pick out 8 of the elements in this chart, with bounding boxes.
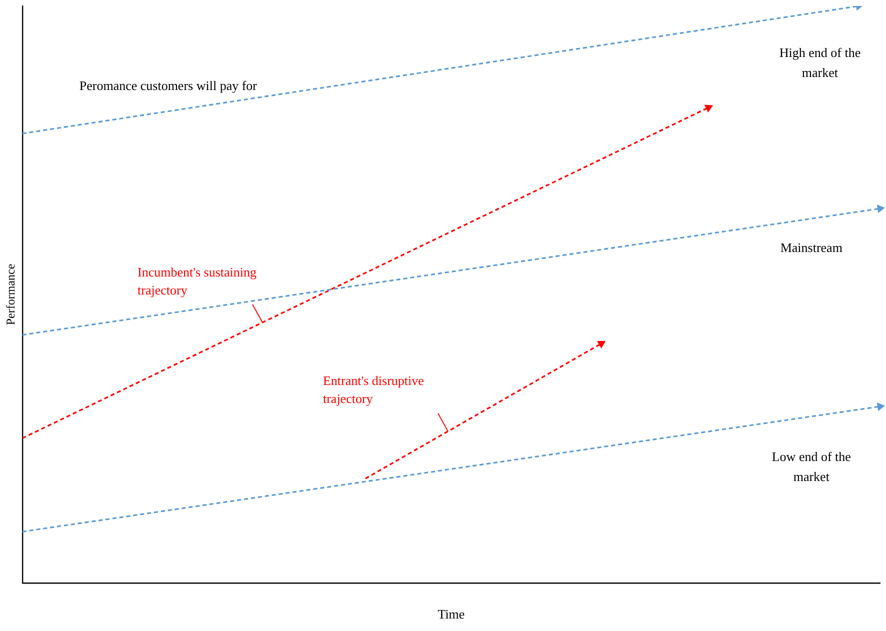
- annotation: Peromance customers will pay for: [79, 78, 258, 94]
- annotation: Low end of the market: [772, 449, 852, 484]
- x-axis-title: Time: [438, 606, 465, 622]
- text: Entrant's disruptive trajectory: [322, 373, 424, 406]
- annotation: Mainstream: [780, 240, 842, 255]
- y-axis-title: Performance: [3, 264, 18, 326]
- annotation: High end of the market: [779, 45, 861, 80]
- series-label: Incumbent's sustaining trajectory: [138, 264, 257, 298]
